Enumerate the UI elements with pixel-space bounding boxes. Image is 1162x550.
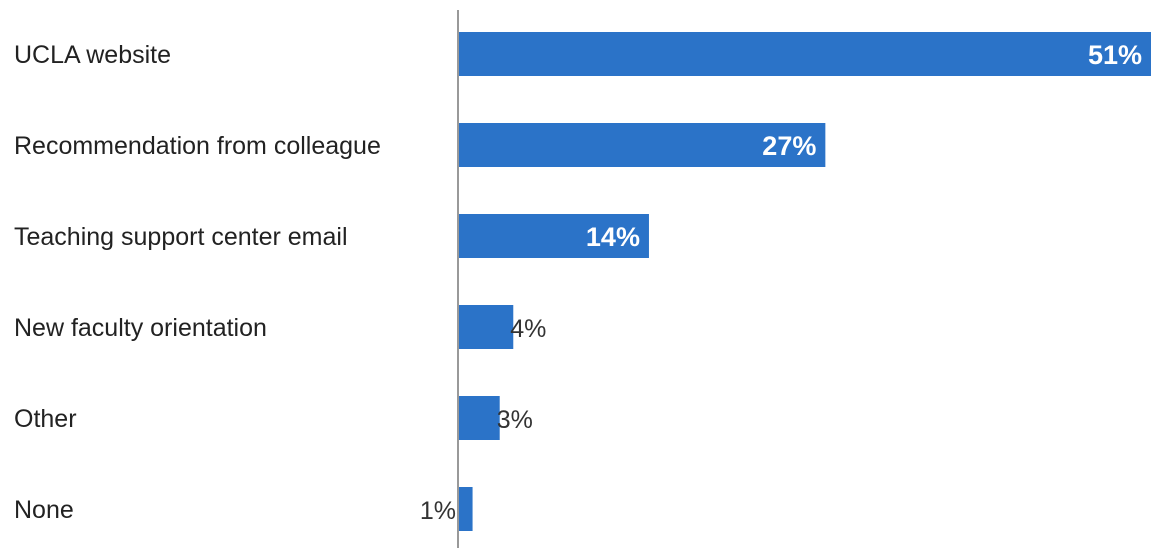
category-label-recommendation-from-colleague: Recommendation from colleague	[14, 132, 381, 160]
value-label-other: 3%	[497, 406, 533, 434]
value-label-new-faculty-orientation: 4%	[510, 315, 546, 343]
category-label-ucla-website: UCLA website	[14, 41, 171, 69]
bar-recommendation-from-colleague	[459, 123, 826, 167]
labels-layer: UCLA website 51% Recommendation from colle…	[14, 40, 1142, 525]
value-label-none: 1%	[420, 497, 456, 525]
category-label-teaching-support-center-email: Teaching support center email	[14, 223, 348, 251]
bar-other	[459, 396, 500, 440]
bar-none	[459, 487, 473, 531]
bar-new-faculty-orientation	[459, 305, 514, 349]
category-label-new-faculty-orientation: New faculty orientation	[14, 314, 267, 342]
bar-teaching-support-center-email	[459, 214, 649, 258]
bar-ucla-website	[459, 32, 1151, 76]
value-label-recommendation-from-colleague: 27%	[762, 131, 816, 161]
category-label-other: Other	[14, 405, 77, 433]
bars-layer	[459, 32, 1151, 531]
value-label-teaching-support-center-email: 14%	[586, 222, 640, 252]
category-label-none: None	[14, 496, 74, 524]
value-label-ucla-website: 51%	[1088, 40, 1142, 70]
